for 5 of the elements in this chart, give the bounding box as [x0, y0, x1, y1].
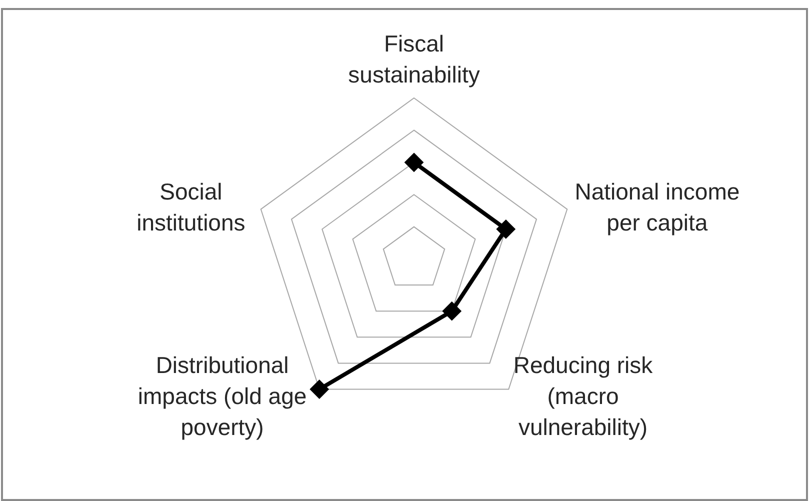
spoke-label: Reducing risk (macro vulnerability)	[513, 352, 654, 440]
spoke-label: Social institutions	[136, 178, 246, 236]
spoke-label: Fiscal sustainability	[348, 30, 480, 88]
spoke-label: Distributional impacts (old age poverty)	[138, 352, 307, 440]
spoke-label: National income per capita	[574, 178, 740, 236]
